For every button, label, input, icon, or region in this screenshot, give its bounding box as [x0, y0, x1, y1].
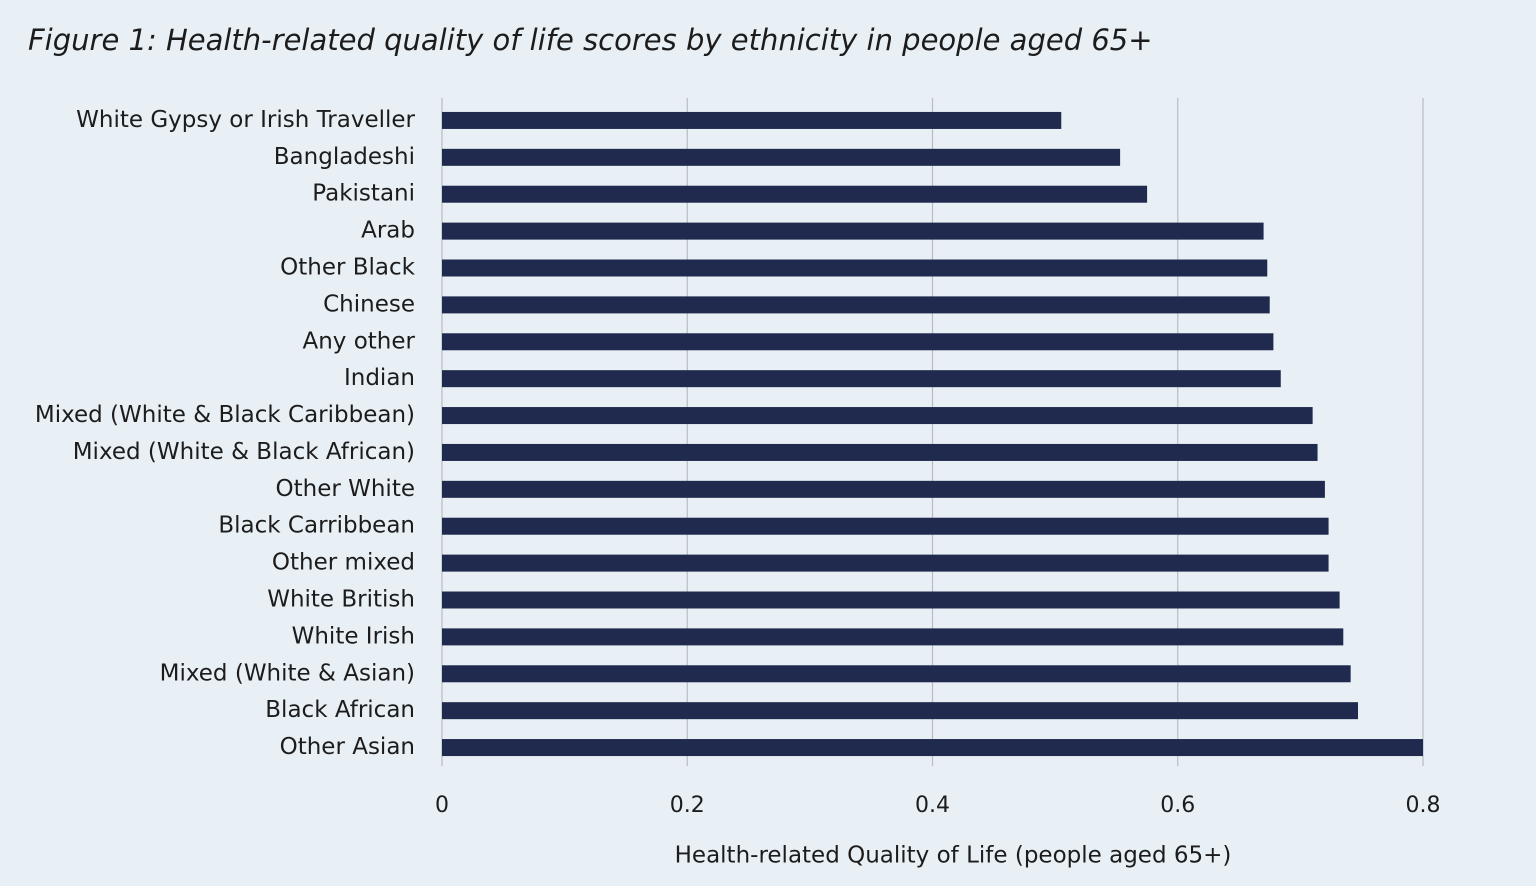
bar [442, 333, 1274, 351]
bar [442, 407, 1313, 425]
y-tick-label: Pakistani [312, 181, 415, 207]
bar [442, 702, 1359, 720]
y-tick-label: Indian [344, 365, 415, 391]
bar [442, 591, 1340, 609]
x-tick-label: 0.6 [1160, 793, 1195, 818]
y-tick-label: White British [267, 587, 415, 613]
bar [442, 517, 1329, 535]
y-tick-label: Other White [276, 476, 416, 502]
bar [442, 665, 1351, 683]
y-tick-label: Arab [361, 218, 415, 244]
bar [442, 370, 1281, 388]
y-tick-label: Mixed (White & Asian) [160, 660, 415, 686]
x-axis-label: Health-related Quality of Life (people a… [675, 843, 1232, 869]
y-tick-label: Black Carribbean [218, 513, 415, 539]
y-tick-label: Black African [265, 697, 415, 723]
bar [442, 185, 1148, 203]
bar [442, 296, 1270, 314]
bar [442, 222, 1264, 240]
y-tick-label: Mixed (White & Black African) [73, 439, 415, 465]
y-tick-label: Bangladeshi [274, 144, 415, 170]
x-tick-label: 0 [435, 793, 449, 818]
bar [442, 554, 1329, 572]
bar [442, 628, 1344, 646]
bar [442, 148, 1121, 166]
bar [442, 480, 1325, 498]
chart-title: Figure 1: Health-related quality of life… [28, 23, 1153, 57]
y-tick-label: Other mixed [272, 550, 415, 576]
x-tick-label: 0.8 [1406, 793, 1441, 818]
y-tick-label: Other Black [280, 255, 416, 281]
bar [442, 111, 1062, 129]
bar [442, 739, 1423, 757]
y-tick-label: White Gypsy or Irish Traveller [76, 107, 415, 133]
y-tick-label: White Irish [292, 623, 415, 649]
x-tick-label: 0.2 [670, 793, 705, 818]
bar [442, 259, 1268, 277]
y-tick-label: Any other [302, 328, 415, 354]
y-tick-label: Chinese [323, 291, 415, 317]
x-tick-label: 0.4 [915, 793, 950, 818]
bar [442, 443, 1318, 461]
y-tick-label: Other Asian [280, 734, 415, 760]
y-tick-label: Mixed (White & Black Caribbean) [35, 402, 415, 428]
